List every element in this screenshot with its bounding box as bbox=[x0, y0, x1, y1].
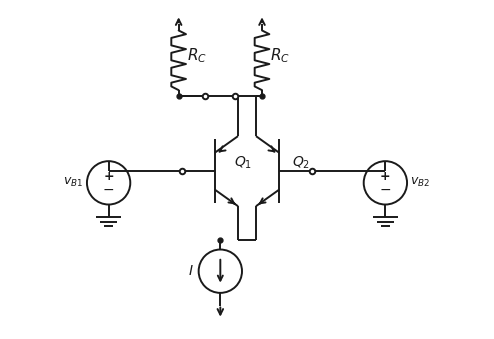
Text: $R_C$: $R_C$ bbox=[187, 46, 207, 65]
Text: $I$: $I$ bbox=[188, 264, 194, 278]
Text: $Q_1$: $Q_1$ bbox=[234, 155, 252, 171]
Text: −: − bbox=[103, 183, 115, 197]
Text: $Q_2$: $Q_2$ bbox=[292, 155, 310, 171]
Text: +: + bbox=[380, 170, 391, 183]
Text: +: + bbox=[103, 170, 114, 183]
Text: $R_C$: $R_C$ bbox=[270, 46, 290, 65]
Text: −: − bbox=[379, 183, 391, 197]
Text: $v_{B1}$: $v_{B1}$ bbox=[63, 176, 83, 190]
Text: $v_{B2}$: $v_{B2}$ bbox=[411, 176, 430, 190]
